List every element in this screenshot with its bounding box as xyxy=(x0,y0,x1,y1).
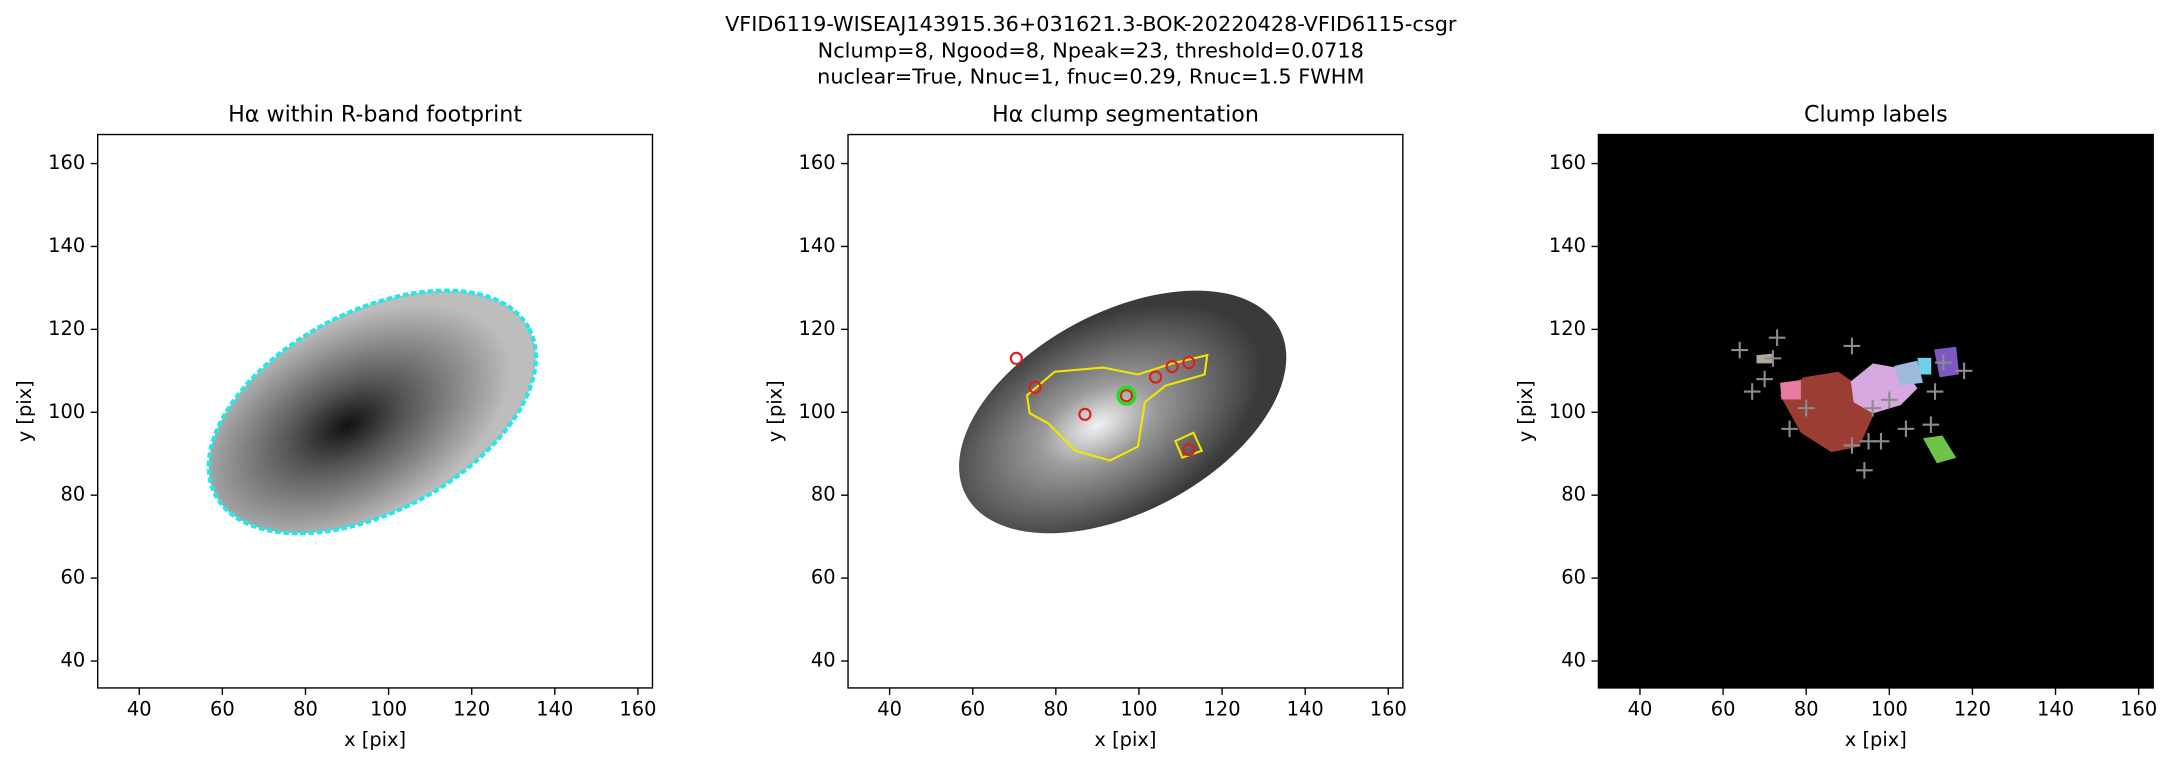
clump-peak xyxy=(1864,399,1882,417)
x-tick-label: 140 xyxy=(1287,698,1324,721)
clump-marker xyxy=(1182,355,1196,370)
clump-peak xyxy=(1731,341,1749,359)
x-tick-label: 100 xyxy=(1120,698,1157,721)
clump-peak xyxy=(1743,383,1761,400)
y-tick-label: 60 xyxy=(811,566,836,589)
x-tick-label: 40 xyxy=(127,698,152,721)
x-tick-label: 40 xyxy=(1628,698,1653,721)
x-axis-label: x [pix] xyxy=(1094,728,1156,751)
axes-title: Hα within R-band footprint xyxy=(228,102,522,128)
x-tick-label: 120 xyxy=(1954,698,1991,721)
y-tick-label: 160 xyxy=(799,151,836,174)
axes-frame xyxy=(1597,133,2154,689)
suptitle: Nclump=8, Ngood=8, Npeak=23, threshold=0… xyxy=(818,38,1364,62)
x-tick-label: 80 xyxy=(1794,698,1819,721)
y-tick-label: 140 xyxy=(48,234,85,257)
clump-peak xyxy=(1764,350,1782,367)
x-tick-label: 40 xyxy=(877,698,902,721)
x-tick-label: 120 xyxy=(453,698,490,721)
clump-marker xyxy=(1182,442,1196,457)
y-tick-label: 100 xyxy=(799,400,836,423)
axes-title: Hα clump segmentation xyxy=(992,102,1259,128)
y-tick-label: 80 xyxy=(811,483,836,506)
suptitle: nuclear=True, Nnuc=1, fnuc=0.29, Rnuc=1.… xyxy=(817,65,1364,89)
x-tick-label: 80 xyxy=(293,698,318,721)
x-tick-label: 140 xyxy=(2037,698,2074,721)
axes-frame xyxy=(847,133,1404,689)
image-panel-3 xyxy=(1756,346,1960,464)
axes-title: Clump labels xyxy=(1804,102,1948,128)
suptitle: VFID6119-WISEAJ143915.36+031621.3-BOK-20… xyxy=(725,12,1457,36)
clump-marker xyxy=(1119,389,1134,403)
x-tick-label: 100 xyxy=(1871,698,1908,721)
y-axis-label: y [pix] xyxy=(13,380,36,442)
clump-peak xyxy=(1756,370,1773,388)
y-tick-label: 160 xyxy=(1549,151,1586,174)
y-tick-label: 80 xyxy=(1561,483,1586,506)
x-tick-label: 120 xyxy=(1204,698,1241,721)
x-tick-label: 60 xyxy=(960,698,985,721)
y-tick-label: 120 xyxy=(48,317,85,340)
y-tick-label: 160 xyxy=(48,151,85,174)
axes-frame xyxy=(97,133,654,689)
clump-peak xyxy=(1935,354,1952,371)
x-tick-label: 100 xyxy=(370,698,407,721)
clump-marker xyxy=(1116,385,1137,406)
image-panel-2 xyxy=(959,290,1287,534)
clump-peak xyxy=(1955,362,1973,380)
clump-peak xyxy=(1856,461,1873,479)
y-tick-label: 100 xyxy=(48,400,85,423)
clump-peak xyxy=(1843,437,1861,454)
x-tick-label: 160 xyxy=(2120,698,2157,721)
x-tick-label: 160 xyxy=(619,698,656,721)
x-tick-label: 60 xyxy=(1711,698,1736,721)
y-axis-label: y [pix] xyxy=(1514,380,1537,442)
clump-peak xyxy=(1797,399,1815,417)
clump-marker xyxy=(1148,370,1163,384)
y-tick-label: 40 xyxy=(811,648,836,671)
y-tick-label: 120 xyxy=(1549,317,1586,340)
y-tick-label: 40 xyxy=(1561,648,1586,671)
x-axis-label: x [pix] xyxy=(344,728,406,751)
x-tick-label: 160 xyxy=(1370,698,1407,721)
clump-marker xyxy=(1078,407,1092,421)
clump-marker xyxy=(1028,380,1042,394)
x-axis-label: x [pix] xyxy=(1845,728,1907,751)
y-tick-label: 140 xyxy=(799,234,836,257)
clump-peak xyxy=(1843,337,1861,355)
y-tick-label: 60 xyxy=(1561,566,1586,589)
clump-peak xyxy=(1872,432,1890,450)
y-tick-label: 80 xyxy=(61,483,86,506)
clump-marker xyxy=(1165,360,1179,374)
y-tick-label: 140 xyxy=(1549,234,1586,257)
y-axis-label: y [pix] xyxy=(763,380,786,442)
x-tick-label: 80 xyxy=(1043,698,1068,721)
x-tick-label: 140 xyxy=(536,698,573,721)
clump-peak xyxy=(1897,420,1915,438)
y-tick-label: 100 xyxy=(1549,400,1586,423)
image-panel-1 xyxy=(206,288,539,536)
clump-peak xyxy=(1926,383,1944,400)
x-tick-label: 60 xyxy=(210,698,235,721)
y-tick-label: 60 xyxy=(61,566,86,589)
y-tick-label: 40 xyxy=(61,648,86,671)
clump-peak xyxy=(1880,391,1898,409)
clump-peak xyxy=(1922,416,1940,434)
clump-marker xyxy=(1009,351,1023,365)
clump-peak xyxy=(1781,420,1798,438)
clump-peak xyxy=(1768,329,1786,346)
y-tick-label: 120 xyxy=(799,317,836,340)
